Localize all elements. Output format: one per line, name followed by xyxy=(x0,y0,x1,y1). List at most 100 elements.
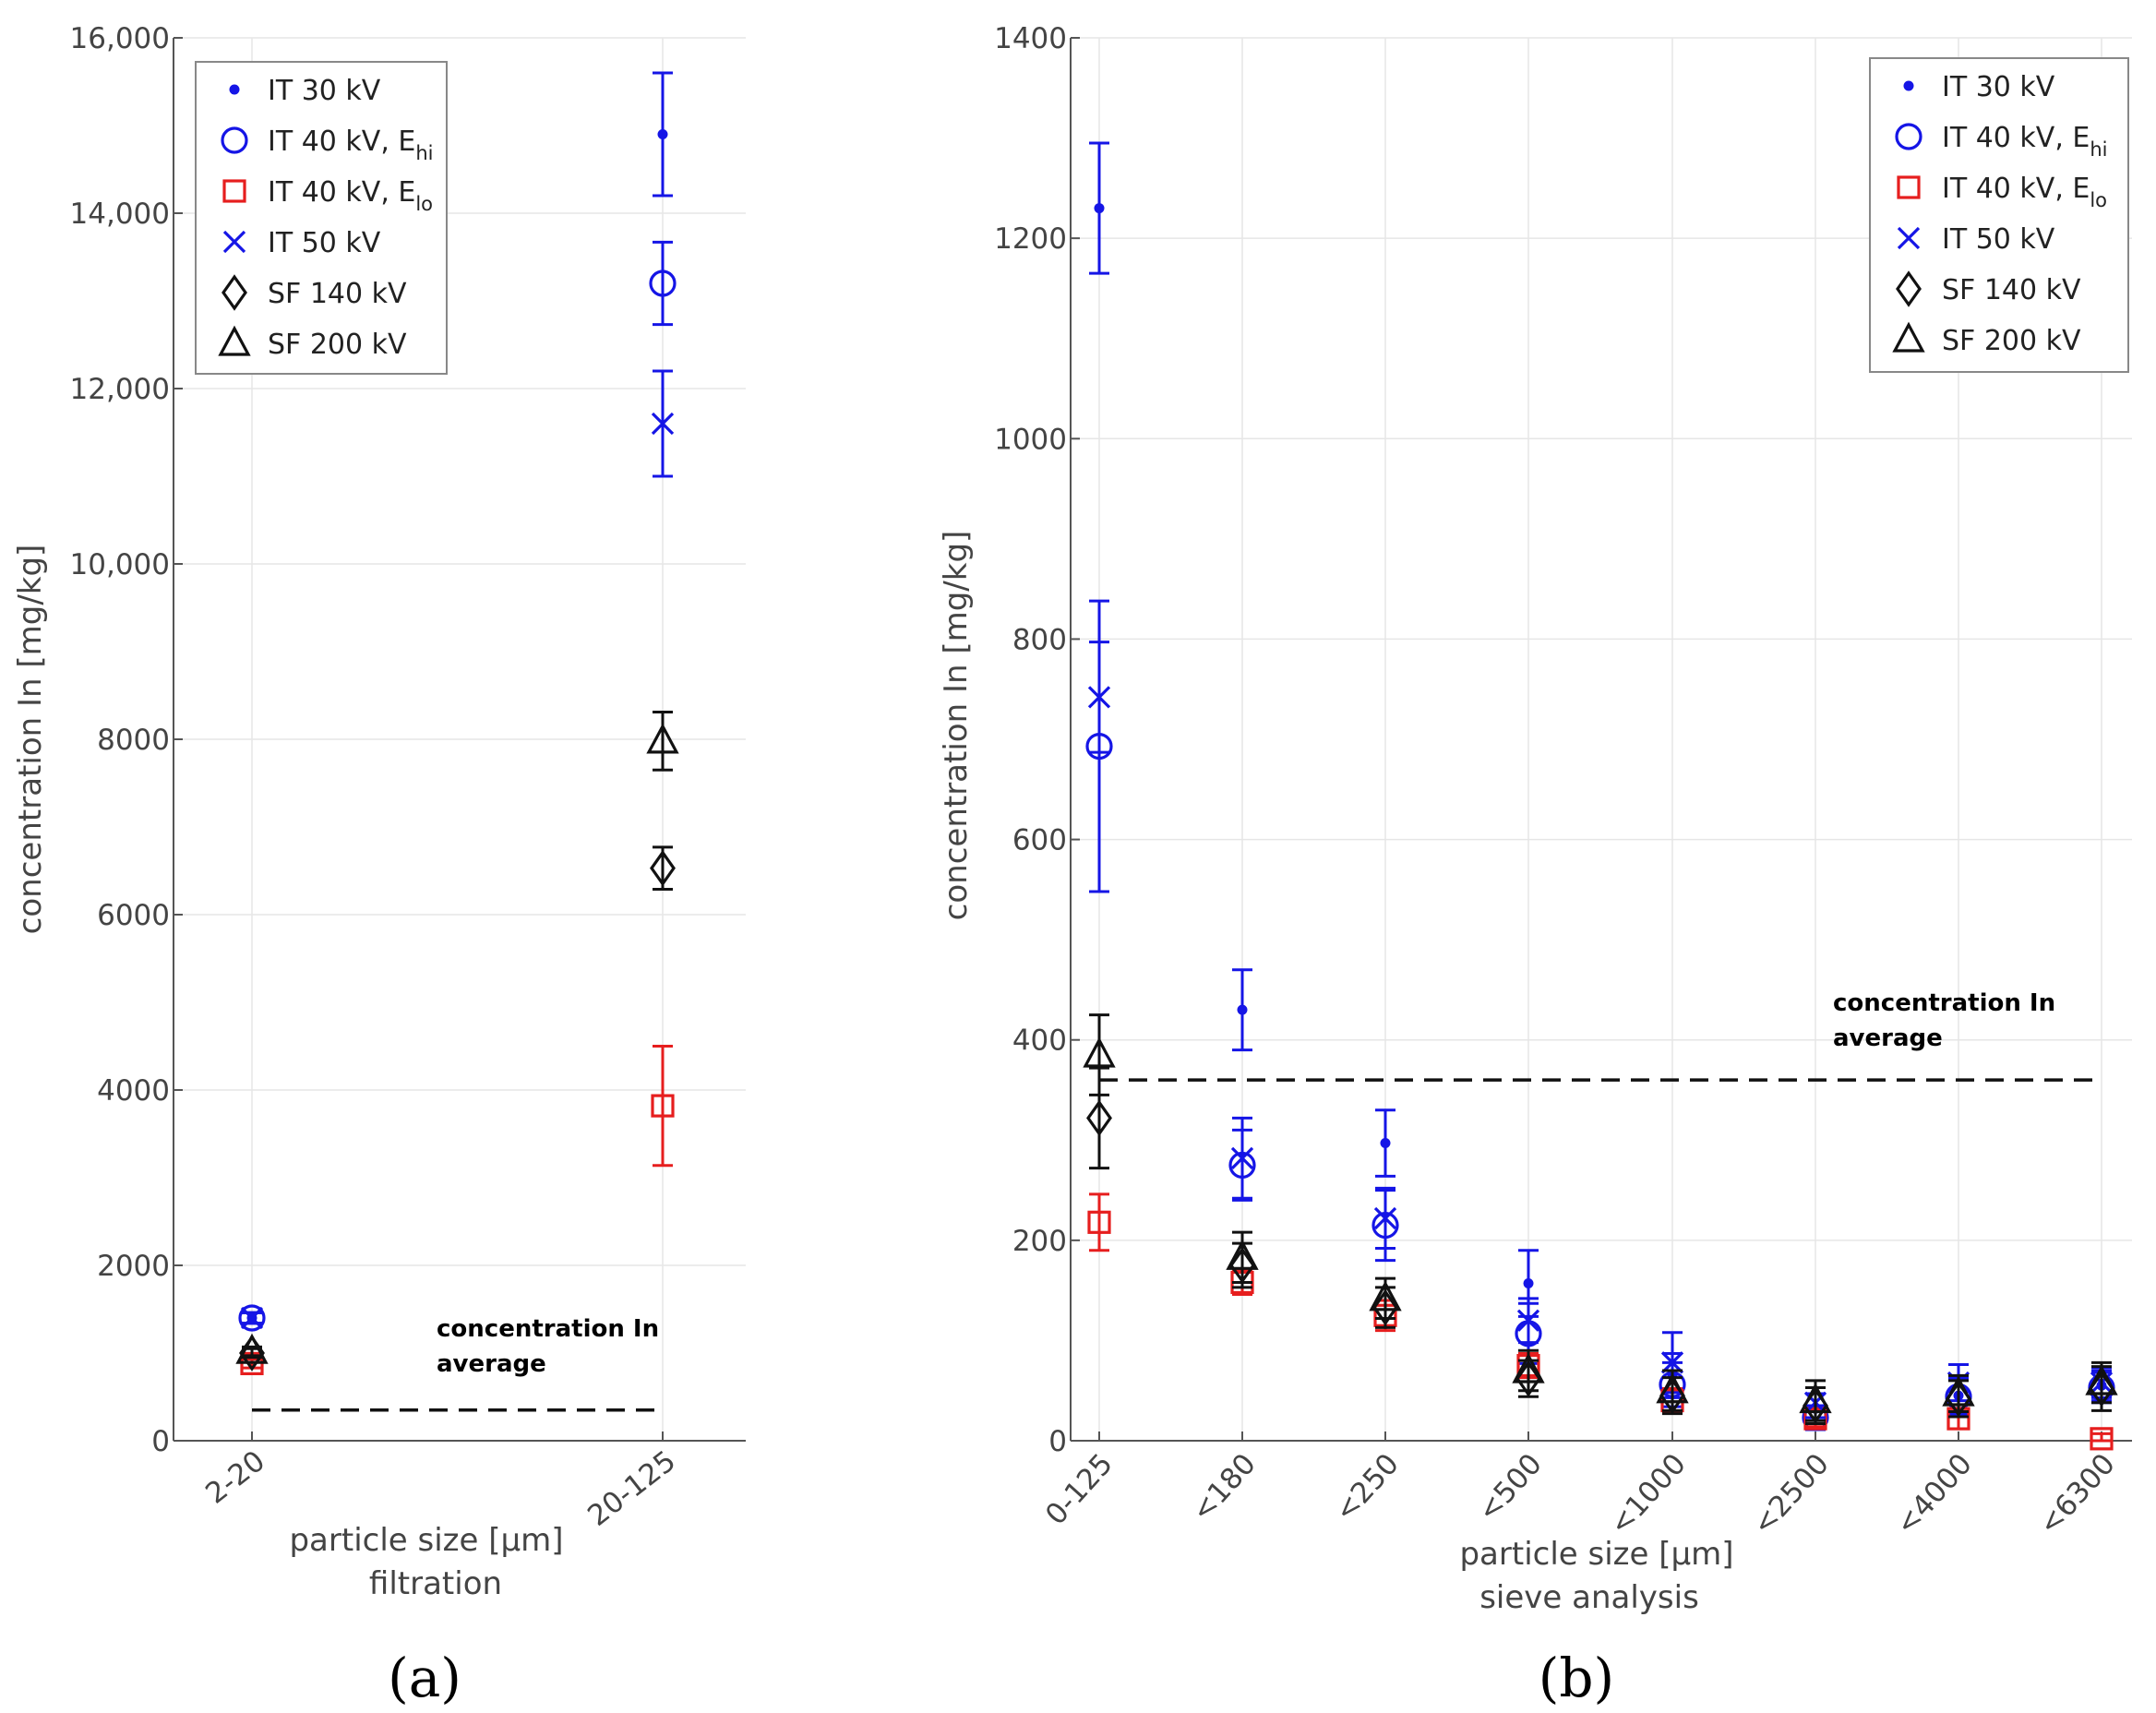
panel-b-legend-marker-sf200 xyxy=(1892,321,1925,353)
panel-b-legend-marker-it40h xyxy=(1895,123,1922,150)
panel-a-legend-label-sf200: SF 200 kV xyxy=(268,329,407,361)
panel-a-legend-item-sf140: SF 140 kV xyxy=(222,274,407,311)
panel-a-series-sf200 xyxy=(235,711,679,1364)
panel-a-point-it40h-0 xyxy=(238,1304,266,1332)
panel-b-legend-item-it30: IT 30 kV xyxy=(1903,71,2055,103)
panel-a-ytick-label-8: 16,000 xyxy=(70,22,170,55)
panel-b-errorbar-it40l-7 xyxy=(2091,1431,2112,1443)
panel-b-point-it30-0 xyxy=(1094,203,1105,214)
panel-b-legend-marker-it30-shape xyxy=(1903,80,1914,91)
panel-b-legend-label-sf200: SF 200 kV xyxy=(1942,325,2081,357)
panel-b-legend-item-it40l: IT 40 kV, Elo xyxy=(1897,173,2107,211)
panel-b-point-sf200-4-shape xyxy=(1656,1372,1689,1404)
panel-b-xtick-label-3: <500 xyxy=(1471,1447,1549,1527)
panel-b-ylabel: concentration In [mg/kg] xyxy=(938,531,975,921)
panel-a-legend-marker-sf200 xyxy=(218,325,251,356)
panel-b-point-it30-0-shape xyxy=(1094,203,1105,214)
panel-b-ytick-label-3: 600 xyxy=(1012,824,1067,857)
panel-a-legend-item-it40l: IT 40 kV, Elo xyxy=(222,176,433,215)
panel-a-point-it30-1-shape xyxy=(657,129,668,139)
legend-label-subscript: lo xyxy=(2090,189,2107,211)
panel-b-panel-label: (b) xyxy=(1539,1647,1614,1709)
panel-a-xtick-label-1: 20-125 xyxy=(581,1444,682,1533)
panel-b-point-sf200-4 xyxy=(1656,1372,1689,1404)
panel-a-point-it50-0-shape xyxy=(240,1306,264,1330)
panel-a-point-it50-1 xyxy=(651,412,675,436)
panel-b-legend-marker-it40l-shape xyxy=(1897,175,1921,199)
panel-a-ytick-label-6: 12,000 xyxy=(70,373,170,406)
legend-label-text: IT 40 kV, E xyxy=(268,126,415,158)
panel-a-ytick-label-5: 10,000 xyxy=(70,548,170,581)
panel-b-point-it30-1 xyxy=(1237,1004,1248,1015)
panel-b-ytick-label-2: 400 xyxy=(1012,1024,1067,1058)
legend-label-text: IT 30 kV xyxy=(1942,71,2055,103)
panel-a-point-it40h-1-shape xyxy=(649,270,677,297)
panel-a: 0 2000 4000 6000 8000 10,000 12,000 14,000 16,00… xyxy=(12,22,746,1709)
panel-b-point-it40l-7-shape xyxy=(2090,1427,2114,1451)
panel-a-legend-label-it40l: IT 40 kV, Elo xyxy=(268,176,433,215)
panel-b-xtick-label-1: <180 xyxy=(1185,1447,1263,1527)
legend-label-text: SF 200 kV xyxy=(1942,325,2081,357)
panel-b-legend-marker-sf140-shape xyxy=(1896,270,1922,307)
panel-b-series-sf200 xyxy=(1083,1013,2118,1422)
panel-a-point-sf140-1 xyxy=(650,849,676,887)
panel-b-legend-item-it40h: IT 40 kV, Ehi xyxy=(1895,122,2108,161)
legend-label-text: SF 140 kV xyxy=(1942,274,2081,306)
panel-a-legend-label-it50: IT 50 kV xyxy=(268,227,381,259)
panel-a-legend-item-it30: IT 30 kV xyxy=(229,75,381,107)
panel-b-xtick-label-6: <4000 xyxy=(1889,1447,1979,1541)
panel-a-legend-item-it40h: IT 40 kV, Ehi xyxy=(221,126,434,164)
legend-label-subscript: hi xyxy=(415,142,433,164)
panel-a-point-it40h-1 xyxy=(649,270,677,297)
panel-a-point-it50-1-shape xyxy=(651,412,675,436)
panel-b-point-sf200-7-shape xyxy=(2085,1364,2118,1396)
panel-a-legend-label-it40h: IT 40 kV, Ehi xyxy=(268,126,434,164)
legend-label-text: IT 50 kV xyxy=(1942,223,2055,256)
legend-label-subscript: lo xyxy=(415,193,433,215)
panel-b-legend-box xyxy=(1869,57,2129,373)
panel-b-average-label-1: concentration In xyxy=(1833,989,2055,1017)
panel-b-point-it50-1-shape xyxy=(1230,1146,1254,1169)
panel-b-legend-label-sf140: SF 140 kV xyxy=(1942,274,2081,306)
panel-b-legend-marker-sf200-shape xyxy=(1892,321,1925,353)
panel-b-point-sf200-5 xyxy=(1799,1383,1832,1414)
panel-b-point-it30-2-shape xyxy=(1380,1138,1391,1149)
panel-b-xtick-label-5: <2500 xyxy=(1746,1447,1836,1541)
panel-a-panel-label: (a) xyxy=(388,1647,461,1709)
panel-b-ytick-label-7: 1400 xyxy=(994,22,1067,55)
panel-a-legend-marker-it50 xyxy=(222,230,246,254)
panel-b-point-sf200-5-shape xyxy=(1799,1383,1832,1414)
panel-a-point-it50-0 xyxy=(240,1306,264,1330)
panel-a-legend-box xyxy=(195,61,448,375)
panel-a-point-sf200-1-shape xyxy=(646,723,679,754)
panel-b-ytick-label-4: 800 xyxy=(1012,623,1067,656)
panel-b-legend-item-it50: IT 50 kV xyxy=(1897,223,2055,256)
panel-a-average-label-2: average xyxy=(437,1350,546,1378)
panel-b-xtick-label-7: <6300 xyxy=(2032,1447,2122,1541)
panel-b-ytick-label-6: 1200 xyxy=(994,222,1067,256)
panel-b-xlabel-method: sieve analysis xyxy=(1479,1579,1699,1616)
panel-a-ylabel: concentration In [mg/kg] xyxy=(12,545,49,935)
panel-a-xtick-label-0: 2-20 xyxy=(199,1444,271,1511)
panel-a-legend-marker-it30-shape xyxy=(229,84,240,95)
panel-b-xtick-label-2: <250 xyxy=(1328,1447,1406,1527)
panel-b-point-sf140-2 xyxy=(1372,1288,1398,1326)
panel-b-point-it30-2 xyxy=(1380,1138,1391,1149)
panel-b-point-sf200-6-shape xyxy=(1942,1375,1975,1407)
panel-b-errorbar-it40l-0 xyxy=(1089,1192,1109,1252)
panel-a-ytick-label-0: 0 xyxy=(151,1425,170,1458)
panel-b-point-it50-2-shape xyxy=(1373,1206,1397,1230)
panel-b-legend-marker-it50-shape xyxy=(1897,226,1921,250)
legend-label-text: IT 30 kV xyxy=(268,75,381,107)
panel-b-legend-marker-sf140 xyxy=(1896,270,1922,307)
legend-label-text: IT 40 kV, E xyxy=(268,176,415,209)
panel-b-point-it50-3-shape xyxy=(1516,1309,1540,1332)
panel-a-legend-marker-sf140-shape xyxy=(222,274,247,311)
panel-a-ytick-label-4: 8000 xyxy=(97,724,170,757)
panel-a-series-it40h xyxy=(238,240,677,1332)
panel-b-point-it30-3 xyxy=(1523,1278,1534,1289)
panel-b-average-label-2: average xyxy=(1833,1024,1943,1052)
panel-a-point-it40h-0-shape xyxy=(238,1304,266,1332)
panel-a-point-sf200-0-shape xyxy=(235,1333,269,1364)
